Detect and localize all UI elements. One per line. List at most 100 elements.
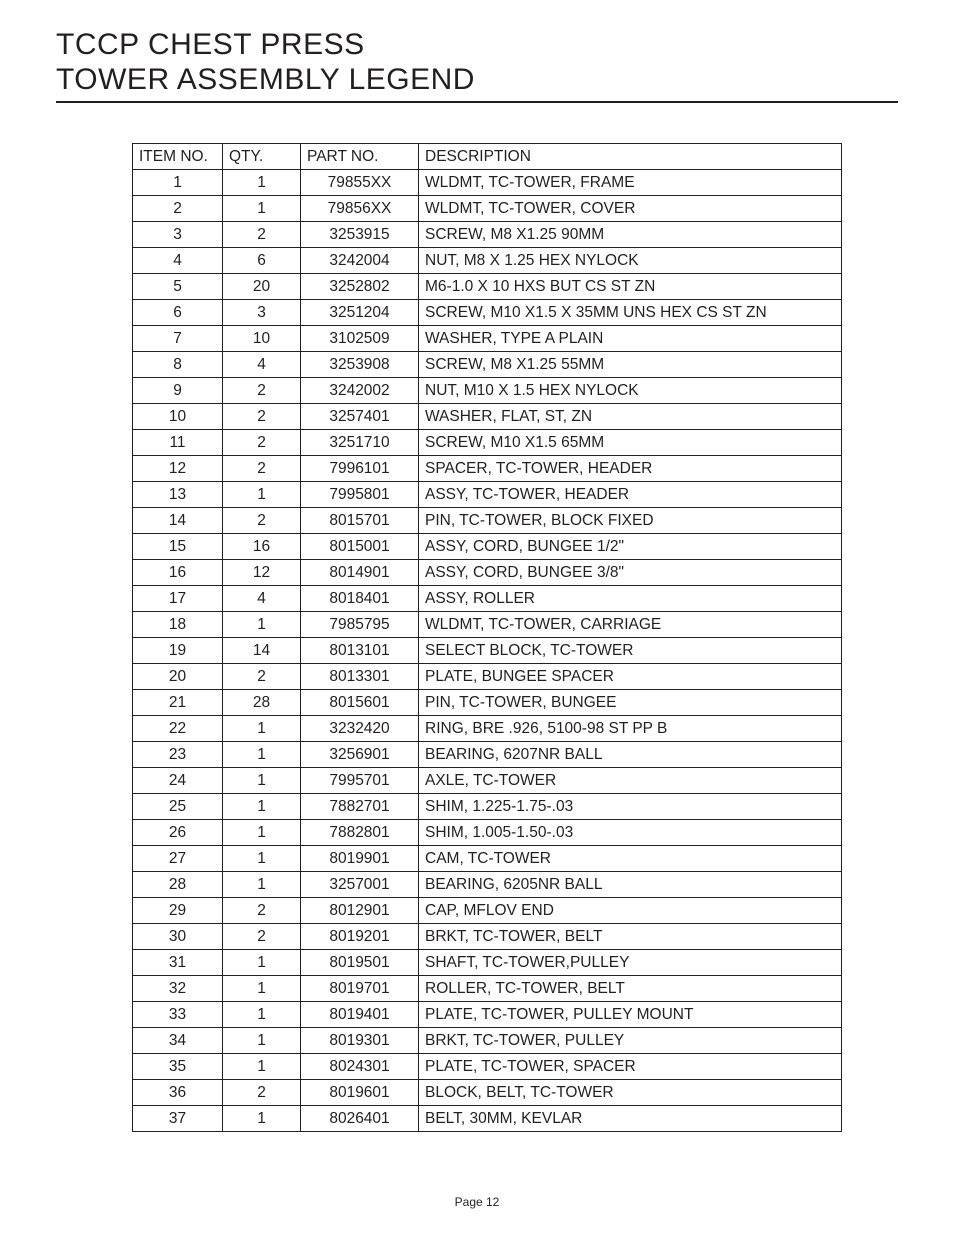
cell-item_no: 15 <box>133 534 223 560</box>
table-row: 3418019301BRKT, TC-TOWER, PULLEY <box>133 1028 842 1054</box>
cell-desc: BELT, 30MM, KEVLAR <box>419 1106 842 1132</box>
cell-item_no: 6 <box>133 300 223 326</box>
cell-qty: 2 <box>223 430 301 456</box>
cell-desc: BEARING, 6205NR BALL <box>419 872 842 898</box>
cell-desc: SHAFT, TC-TOWER,PULLEY <box>419 950 842 976</box>
cell-desc: ASSY, ROLLER <box>419 586 842 612</box>
cell-qty: 1 <box>223 820 301 846</box>
cell-part_no: 3102509 <box>301 326 419 352</box>
cell-item_no: 19 <box>133 638 223 664</box>
cell-item_no: 37 <box>133 1106 223 1132</box>
cell-desc: WASHER, TYPE A PLAIN <box>419 326 842 352</box>
cell-item_no: 27 <box>133 846 223 872</box>
table-row: 1748018401ASSY, ROLLER <box>133 586 842 612</box>
page-number: Page 12 <box>0 1195 954 1209</box>
table-row: 1179855XXWLDMT, TC-TOWER, FRAME <box>133 170 842 196</box>
cell-part_no: 8019901 <box>301 846 419 872</box>
cell-qty: 2 <box>223 664 301 690</box>
cell-qty: 2 <box>223 222 301 248</box>
cell-qty: 1 <box>223 196 301 222</box>
cell-desc: SCREW, M8 X1.25 55MM <box>419 352 842 378</box>
table-row: 3518024301PLATE, TC-TOWER, SPACER <box>133 1054 842 1080</box>
cell-desc: NUT, M10 X 1.5 HEX NYLOCK <box>419 378 842 404</box>
cell-desc: SCREW, M10 X1.5 65MM <box>419 430 842 456</box>
cell-qty: 1 <box>223 794 301 820</box>
cell-item_no: 23 <box>133 742 223 768</box>
cell-part_no: 7995701 <box>301 768 419 794</box>
table-row: 2813257001BEARING, 6205NR BALL <box>133 872 842 898</box>
cell-desc: M6-1.0 X 10 HXS BUT CS ST ZN <box>419 274 842 300</box>
cell-qty: 2 <box>223 404 301 430</box>
cell-item_no: 32 <box>133 976 223 1002</box>
cell-desc: SHIM, 1.225-1.75-.03 <box>419 794 842 820</box>
table-row: 323253915SCREW, M8 X1.25 90MM <box>133 222 842 248</box>
cell-part_no: 8013301 <box>301 664 419 690</box>
col-header-item-no: ITEM NO. <box>133 144 223 170</box>
table-row: 843253908SCREW, M8 X1.25 55MM <box>133 352 842 378</box>
cell-desc: CAP, MFLOV END <box>419 898 842 924</box>
cell-item_no: 18 <box>133 612 223 638</box>
cell-part_no: 8026401 <box>301 1106 419 1132</box>
table-row: 1428015701PIN, TC-TOWER, BLOCK FIXED <box>133 508 842 534</box>
cell-item_no: 4 <box>133 248 223 274</box>
cell-part_no: 79855XX <box>301 170 419 196</box>
cell-desc: NUT, M8 X 1.25 HEX NYLOCK <box>419 248 842 274</box>
cell-qty: 4 <box>223 352 301 378</box>
cell-qty: 2 <box>223 378 301 404</box>
cell-item_no: 5 <box>133 274 223 300</box>
parts-table-body: 1179855XXWLDMT, TC-TOWER, FRAME2179856XX… <box>133 170 842 1132</box>
table-row: 7103102509WASHER, TYPE A PLAIN <box>133 326 842 352</box>
cell-item_no: 9 <box>133 378 223 404</box>
cell-qty: 14 <box>223 638 301 664</box>
cell-part_no: 79856XX <box>301 196 419 222</box>
cell-item_no: 29 <box>133 898 223 924</box>
table-row: 2179856XXWLDMT, TC-TOWER, COVER <box>133 196 842 222</box>
table-row: 5203252802M6-1.0 X 10 HXS BUT CS ST ZN <box>133 274 842 300</box>
cell-desc: SHIM, 1.005-1.50-.03 <box>419 820 842 846</box>
cell-desc: BEARING, 6207NR BALL <box>419 742 842 768</box>
cell-qty: 2 <box>223 508 301 534</box>
table-row: 3718026401BELT, 30MM, KEVLAR <box>133 1106 842 1132</box>
cell-desc: WASHER, FLAT, ST, ZN <box>419 404 842 430</box>
cell-qty: 1 <box>223 1028 301 1054</box>
table-row: 3218019701ROLLER, TC-TOWER, BELT <box>133 976 842 1002</box>
cell-part_no: 3251710 <box>301 430 419 456</box>
cell-part_no: 7985795 <box>301 612 419 638</box>
cell-desc: PIN, TC-TOWER, BLOCK FIXED <box>419 508 842 534</box>
cell-qty: 1 <box>223 846 301 872</box>
cell-qty: 1 <box>223 1054 301 1080</box>
cell-qty: 1 <box>223 612 301 638</box>
cell-qty: 1 <box>223 872 301 898</box>
table-row: 1817985795WLDMT, TC-TOWER, CARRIAGE <box>133 612 842 638</box>
cell-item_no: 14 <box>133 508 223 534</box>
cell-item_no: 11 <box>133 430 223 456</box>
cell-desc: ASSY, CORD, BUNGEE 3/8" <box>419 560 842 586</box>
cell-part_no: 8015601 <box>301 690 419 716</box>
table-row: 2028013301PLATE, BUNGEE SPACER <box>133 664 842 690</box>
cell-desc: SELECT BLOCK, TC-TOWER <box>419 638 842 664</box>
cell-part_no: 7882801 <box>301 820 419 846</box>
cell-item_no: 25 <box>133 794 223 820</box>
cell-desc: ROLLER, TC-TOWER, BELT <box>419 976 842 1002</box>
cell-qty: 3 <box>223 300 301 326</box>
parts-table-wrap: ITEM NO. QTY. PART NO. DESCRIPTION 11798… <box>132 143 842 1132</box>
cell-part_no: 8014901 <box>301 560 419 586</box>
cell-qty: 6 <box>223 248 301 274</box>
cell-part_no: 7882701 <box>301 794 419 820</box>
cell-part_no: 8019401 <box>301 1002 419 1028</box>
table-row: 1123251710SCREW, M10 X1.5 65MM <box>133 430 842 456</box>
cell-part_no: 8015001 <box>301 534 419 560</box>
cell-qty: 4 <box>223 586 301 612</box>
parts-table: ITEM NO. QTY. PART NO. DESCRIPTION 11798… <box>132 143 842 1132</box>
cell-qty: 12 <box>223 560 301 586</box>
table-row: 3028019201BRKT, TC-TOWER, BELT <box>133 924 842 950</box>
cell-qty: 1 <box>223 1002 301 1028</box>
cell-part_no: 3256901 <box>301 742 419 768</box>
cell-part_no: 3252802 <box>301 274 419 300</box>
table-row: 2617882801SHIM, 1.005-1.50-.03 <box>133 820 842 846</box>
table-row: 2928012901CAP, MFLOV END <box>133 898 842 924</box>
cell-part_no: 8019501 <box>301 950 419 976</box>
cell-part_no: 3251204 <box>301 300 419 326</box>
cell-part_no: 8015701 <box>301 508 419 534</box>
cell-part_no: 3242004 <box>301 248 419 274</box>
